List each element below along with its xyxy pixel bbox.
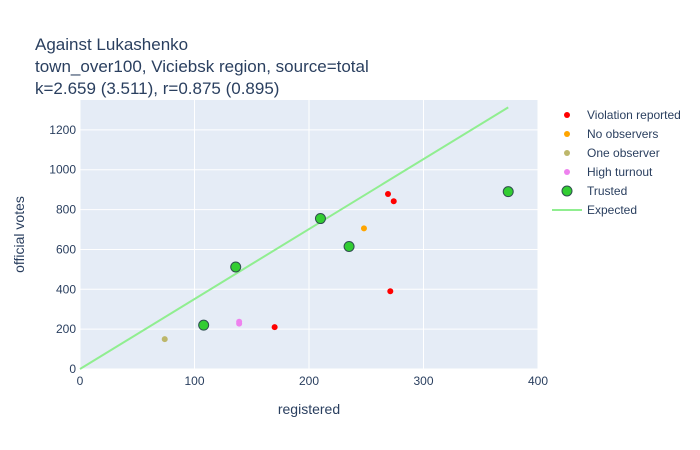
legend[interactable]: Violation reported No observers One observ…	[552, 108, 681, 217]
chart-stats-line: k=2.659 (3.511), r=0.875 (0.895)	[35, 79, 280, 98]
legend-item-violation-reported[interactable]: Violation reported	[564, 108, 681, 122]
y-tick-label: 0	[69, 362, 76, 376]
legend-item-one-observer[interactable]: One observer	[564, 146, 660, 160]
x-axis-title: registered	[278, 401, 340, 417]
y-tick-label: 800	[56, 203, 76, 217]
legend-item-high-turnout[interactable]: High turnout	[564, 165, 653, 179]
legend-swatch	[564, 150, 570, 156]
data-points	[161, 186, 514, 343]
legend-label: Trusted	[587, 184, 627, 198]
legend-label: High turnout	[587, 165, 653, 179]
legend-swatch	[561, 185, 573, 197]
grid	[79, 100, 539, 370]
legend-item-expected[interactable]: Expected	[552, 203, 637, 217]
legend-item-trusted[interactable]: Trusted	[561, 184, 627, 198]
y-tick-label: 1000	[49, 163, 76, 177]
series-lines	[79, 106, 509, 370]
x-tick-label: 200	[299, 374, 319, 388]
point-trusted	[314, 213, 326, 225]
series-line-expected	[79, 106, 509, 370]
y-tick-label: 1200	[49, 123, 76, 137]
point-one-observer	[161, 336, 168, 343]
point-trusted	[343, 240, 355, 252]
y-tick-label: 400	[56, 282, 76, 296]
legend-item-no-observers[interactable]: No observers	[564, 127, 658, 141]
y-axis-ticks: 0 200 400 600 800 1000 1200	[49, 123, 76, 376]
point-high-turnout	[236, 320, 243, 327]
chart-subtitle: town_over100, Viciebsk region, source=to…	[35, 57, 369, 76]
legend-label: Expected	[587, 203, 637, 217]
y-tick-label: 600	[56, 242, 76, 256]
point-no-observers	[360, 225, 367, 232]
legend-swatch	[564, 112, 570, 118]
point-violation-reported	[390, 198, 397, 205]
legend-swatch	[564, 169, 570, 175]
point-trusted	[230, 261, 242, 273]
legend-label: No observers	[587, 127, 658, 141]
legend-label: Violation reported	[587, 108, 681, 122]
x-tick-label: 100	[184, 374, 204, 388]
x-tick-label: 400	[528, 374, 548, 388]
legend-label: One observer	[587, 146, 660, 160]
x-tick-label: 0	[77, 374, 84, 388]
point-violation-reported	[387, 288, 394, 295]
point-violation-reported	[385, 191, 392, 198]
chart-title: Against Lukashenko	[35, 35, 189, 54]
x-tick-label: 300	[413, 374, 433, 388]
y-tick-label: 200	[56, 322, 76, 336]
point-violation-reported	[271, 324, 278, 331]
y-axis-title: official votes	[11, 196, 27, 273]
x-axis-ticks: 0 100 200 300 400	[77, 374, 549, 388]
point-trusted	[502, 186, 514, 198]
point-trusted	[198, 319, 210, 331]
legend-swatch	[564, 131, 570, 137]
